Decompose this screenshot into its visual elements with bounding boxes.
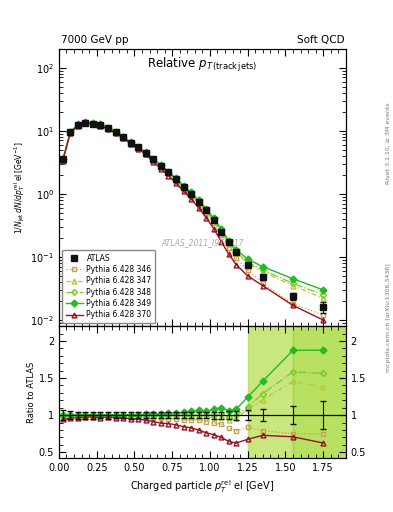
Text: mcplots.cern.ch [arXiv:1306.3436]: mcplots.cern.ch [arXiv:1306.3436]	[386, 263, 391, 372]
Y-axis label: $1/N_\mathrm{jet}\, dN/dp_T^\mathrm{rel}\, \mathrm{el}\, [\mathrm{GeV}^{-1}]$: $1/N_\mathrm{jet}\, dN/dp_T^\mathrm{rel}…	[13, 141, 28, 233]
Text: Soft QCD: Soft QCD	[298, 35, 345, 45]
Bar	[248, 326, 293, 458]
Bar	[293, 326, 346, 458]
Bar	[293, 326, 346, 458]
Text: 7000 GeV pp: 7000 GeV pp	[61, 35, 129, 45]
Y-axis label: Ratio to ATLAS: Ratio to ATLAS	[27, 361, 36, 423]
X-axis label: Charged particle $p_T^\mathrm{rel}$ el [GeV]: Charged particle $p_T^\mathrm{rel}$ el […	[130, 479, 274, 496]
Legend: ATLAS, Pythia 6.428 346, Pythia 6.428 347, Pythia 6.428 348, Pythia 6.428 349, P: ATLAS, Pythia 6.428 346, Pythia 6.428 34…	[62, 250, 155, 323]
Bar	[248, 326, 293, 458]
Text: Rivet 3.1.10, ≥ 3M events: Rivet 3.1.10, ≥ 3M events	[386, 102, 391, 184]
Text: ATLAS_2011_I919017: ATLAS_2011_I919017	[161, 239, 244, 247]
Text: Relative $p_{T\,\mathrm{(track\,jets)}}$: Relative $p_{T\,\mathrm{(track\,jets)}}$	[147, 56, 257, 74]
